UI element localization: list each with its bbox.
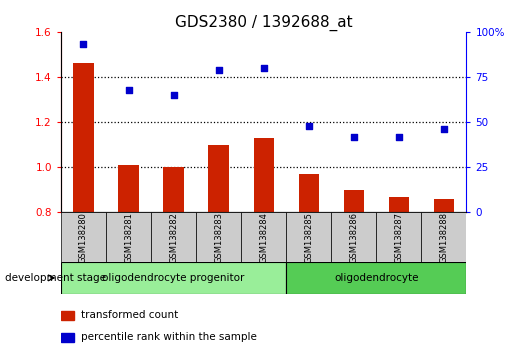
Point [259,65,268,71]
Text: transformed count: transformed count [81,310,178,320]
Text: percentile rank within the sample: percentile rank within the sample [81,332,257,342]
Bar [286,262,466,294]
Bar [151,212,196,262]
Bar [241,212,286,262]
Text: GSM138288: GSM138288 [439,212,448,263]
Point [169,92,178,98]
Bar [73,63,94,212]
Bar [163,167,184,212]
Text: oligodendrocyte progenitor: oligodendrocyte progenitor [102,273,245,283]
Bar [118,165,139,212]
Text: GSM138287: GSM138287 [394,212,403,263]
Point [80,42,88,47]
Text: GSM138280: GSM138280 [79,212,88,263]
Text: GSM138283: GSM138283 [214,212,223,263]
Bar [106,212,151,262]
Text: GSM138285: GSM138285 [304,212,313,263]
Bar [376,212,421,262]
Point [304,123,313,129]
Text: GSM138286: GSM138286 [349,212,358,263]
Bar [208,145,229,212]
Bar [61,311,74,320]
Point [440,126,448,132]
Bar [298,174,319,212]
Point [124,87,132,92]
Text: GSM138284: GSM138284 [259,212,268,263]
Bar [331,212,376,262]
Bar [286,212,331,262]
Bar [253,138,274,212]
Bar [434,199,454,212]
Bar [196,212,241,262]
Bar [388,196,409,212]
Bar [343,190,364,212]
Bar [61,212,106,262]
Point [350,134,358,139]
Bar [421,212,466,262]
Text: GSM138282: GSM138282 [169,212,178,263]
Text: oligodendrocyte: oligodendrocyte [334,273,419,283]
Text: GSM138281: GSM138281 [124,212,133,263]
Bar [61,262,286,294]
Text: development stage: development stage [5,273,107,283]
Point [214,67,223,73]
Point [394,134,403,139]
Bar [61,333,74,342]
Title: GDS2380 / 1392688_at: GDS2380 / 1392688_at [175,14,352,30]
